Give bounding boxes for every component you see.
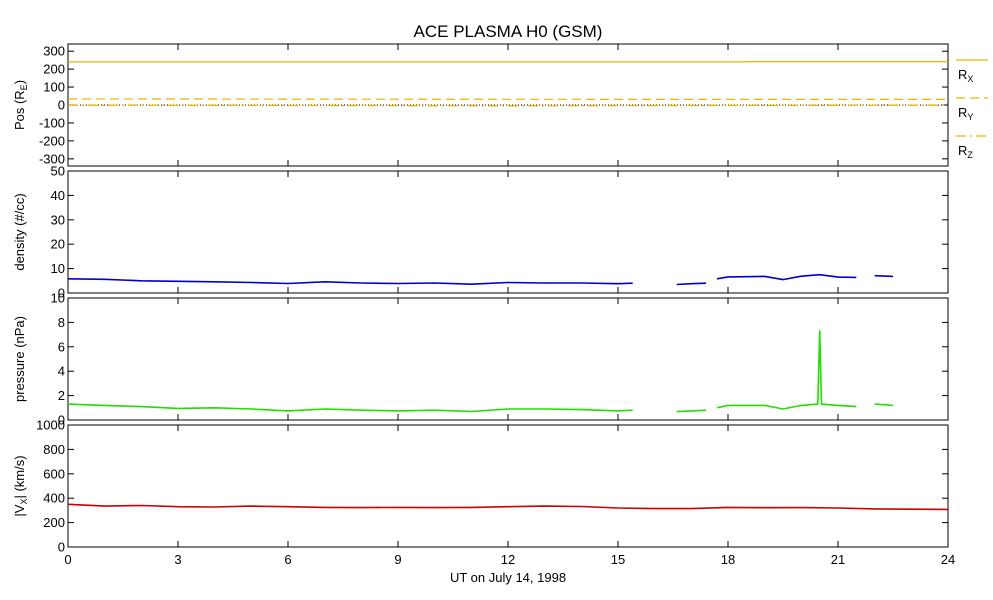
series-line-pressure-0 (874, 403, 894, 407)
series-line-density-0 (67, 278, 633, 285)
legend-label-Z: RZ (958, 143, 973, 160)
y-tick-label: 6 (58, 339, 65, 354)
y-tick-label: 600 (43, 466, 65, 481)
y-tick-label: 800 (43, 442, 65, 457)
y-tick-label: 20 (51, 237, 65, 252)
y-tick-label: -200 (39, 133, 65, 148)
y-tick-label: 100 (43, 80, 65, 95)
y-tick-label: 50 (51, 164, 65, 179)
y-tick-label: 200 (43, 515, 65, 530)
x-tick-label: 3 (174, 552, 181, 567)
panel-frame (67, 297, 949, 421)
y-tick-label: 30 (51, 212, 65, 227)
chart-legend: RX RY RZ (956, 59, 988, 160)
y-tick-label: 10 (51, 291, 65, 306)
x-tick-label: 9 (394, 552, 401, 567)
panel-frame (67, 424, 949, 548)
x-tick-label: 24 (941, 552, 955, 567)
y-tick-label: 200 (43, 62, 65, 77)
x-tick-label: 21 (831, 552, 845, 567)
y-tick-label: 0 (58, 413, 65, 428)
series-line-vx-0 (67, 503, 949, 511)
y-tick-label: 1000 (36, 418, 65, 433)
series-line-density-0 (676, 282, 707, 286)
series-line-pos-1 (67, 98, 948, 100)
y-tick-label: -100 (39, 115, 65, 130)
series-line-pressure-0 (67, 403, 633, 413)
panel-pos: -300 -200 -100 0 100 200 300 Pos (RE) (12, 43, 949, 167)
y-tick-label: -300 (39, 151, 65, 166)
x-tick-label: 6 (284, 552, 291, 567)
legend-label-X: RX (958, 67, 973, 84)
series-line-density-0 (874, 274, 894, 278)
panel-pressure: 0 2 4 6 8 10 pressure (nPa) (12, 291, 949, 428)
legend-label-Y: RY (958, 105, 973, 122)
y-tick-label: 0 (58, 540, 65, 555)
chart-title: ACE PLASMA H0 (GSM) (414, 22, 603, 41)
series-line-pressure-0 (676, 409, 707, 413)
series-line-pressure-0 (716, 330, 857, 410)
x-tick-label: 0 (64, 552, 71, 567)
x-axis-label: UT on July 14, 1998 (450, 570, 566, 585)
x-tick-label: 12 (501, 552, 515, 567)
panel-vx: 0 200 400 600 800 1000 |VX| (km/s) (12, 418, 949, 555)
y-axis-label: density (#/cc) (12, 193, 27, 270)
y-tick-label: 4 (58, 364, 65, 379)
y-axis-label: Pos (RE) (12, 80, 29, 130)
y-tick-label: 8 (58, 315, 65, 330)
y-axis-label: pressure (nPa) (12, 316, 27, 402)
y-tick-label: 0 (58, 286, 65, 301)
y-tick-label: 0 (58, 98, 65, 113)
x-tick-label: 15 (611, 552, 625, 567)
panel-density: 0 10 20 30 40 50 density (#/cc) (12, 164, 949, 301)
y-tick-label: 400 (43, 491, 65, 506)
y-axis-label: |VX| (km/s) (12, 455, 29, 516)
y-tick-label: 40 (51, 188, 65, 203)
y-tick-label: 2 (58, 388, 65, 403)
y-tick-label: 10 (51, 261, 65, 276)
x-tick-label: 18 (721, 552, 735, 567)
series-line-pos-2 (67, 104, 949, 107)
y-tick-label: 300 (43, 44, 65, 59)
series-line-density-0 (716, 273, 857, 281)
